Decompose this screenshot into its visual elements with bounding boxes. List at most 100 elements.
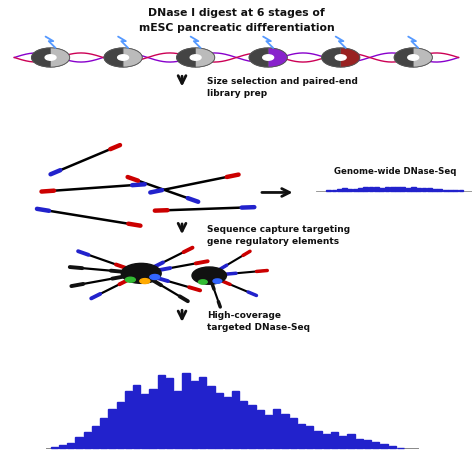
Circle shape (32, 48, 70, 67)
Bar (356, 439, 363, 448)
Circle shape (104, 48, 142, 67)
Circle shape (190, 55, 201, 60)
Bar (240, 401, 247, 448)
Bar (453, 190, 458, 191)
Bar (166, 378, 173, 448)
Bar (59, 445, 66, 448)
Bar (158, 375, 165, 448)
Circle shape (213, 279, 222, 283)
Circle shape (249, 48, 287, 67)
Bar (397, 447, 404, 448)
Bar (339, 437, 346, 448)
Bar (372, 442, 379, 448)
Bar (224, 397, 231, 448)
Bar (384, 187, 389, 191)
Bar (174, 391, 182, 448)
Bar (323, 434, 330, 448)
Text: Sequence capture targeting
gene regulatory elements: Sequence capture targeting gene regulato… (208, 225, 351, 246)
Text: Genome-wide DNase-Seq: Genome-wide DNase-Seq (334, 166, 456, 175)
Circle shape (322, 48, 360, 67)
Bar (282, 414, 289, 448)
Wedge shape (177, 48, 196, 67)
Circle shape (150, 274, 160, 280)
Bar (337, 189, 342, 191)
Bar (314, 431, 322, 448)
Bar (117, 402, 124, 448)
Text: mESC pancreatic differentiation: mESC pancreatic differentiation (138, 22, 334, 33)
Bar (347, 434, 355, 448)
Wedge shape (413, 48, 432, 67)
Bar (215, 392, 223, 448)
Wedge shape (104, 48, 123, 67)
Bar (75, 437, 82, 448)
Bar (199, 377, 206, 448)
Bar (149, 389, 157, 448)
Circle shape (199, 280, 207, 284)
Bar (416, 188, 421, 191)
Bar (182, 373, 190, 448)
Bar (389, 446, 396, 448)
Circle shape (121, 264, 161, 283)
Bar (265, 415, 272, 448)
Bar (364, 440, 371, 448)
Wedge shape (123, 48, 142, 67)
Bar (369, 187, 374, 191)
Bar (83, 432, 91, 448)
Wedge shape (268, 48, 287, 67)
Bar (364, 187, 368, 191)
Circle shape (335, 55, 346, 60)
Bar (438, 189, 442, 191)
Bar (379, 188, 384, 191)
Circle shape (45, 55, 56, 60)
Bar (342, 188, 347, 191)
Bar (353, 189, 357, 191)
Bar (421, 188, 427, 191)
Bar (306, 426, 313, 448)
Bar (133, 385, 140, 448)
Bar (108, 409, 116, 448)
Bar (390, 186, 395, 191)
Bar (273, 409, 281, 448)
Bar (427, 188, 432, 191)
Circle shape (408, 55, 419, 60)
Wedge shape (249, 48, 268, 67)
Bar (51, 447, 58, 448)
Bar (207, 386, 215, 448)
Wedge shape (51, 48, 70, 67)
Bar (125, 391, 132, 448)
Bar (332, 190, 337, 191)
Bar (374, 187, 379, 191)
Bar (358, 188, 363, 191)
Bar (406, 188, 410, 191)
Bar (411, 187, 416, 191)
Bar (448, 190, 453, 191)
Circle shape (140, 279, 150, 283)
Bar (380, 444, 388, 448)
Text: High-coverage
targeted DNase-Seq: High-coverage targeted DNase-Seq (208, 311, 310, 332)
Bar (92, 426, 99, 448)
Bar (141, 394, 148, 448)
Circle shape (394, 48, 432, 67)
Circle shape (118, 55, 128, 60)
Bar (100, 418, 107, 448)
Wedge shape (32, 48, 51, 67)
Circle shape (125, 277, 136, 282)
Wedge shape (394, 48, 413, 67)
Wedge shape (196, 48, 215, 67)
Text: DNase I digest at 6 stages of: DNase I digest at 6 stages of (148, 8, 325, 18)
Circle shape (263, 55, 273, 60)
Bar (401, 187, 405, 191)
Bar (232, 391, 239, 448)
Bar (248, 405, 255, 448)
Bar (432, 189, 437, 191)
Circle shape (177, 48, 215, 67)
Wedge shape (341, 48, 360, 67)
Bar (331, 432, 338, 448)
Bar (290, 418, 297, 448)
Bar (298, 424, 305, 448)
Wedge shape (322, 48, 341, 67)
Bar (395, 187, 400, 191)
Bar (347, 189, 352, 191)
Bar (443, 190, 447, 191)
Bar (191, 381, 198, 448)
